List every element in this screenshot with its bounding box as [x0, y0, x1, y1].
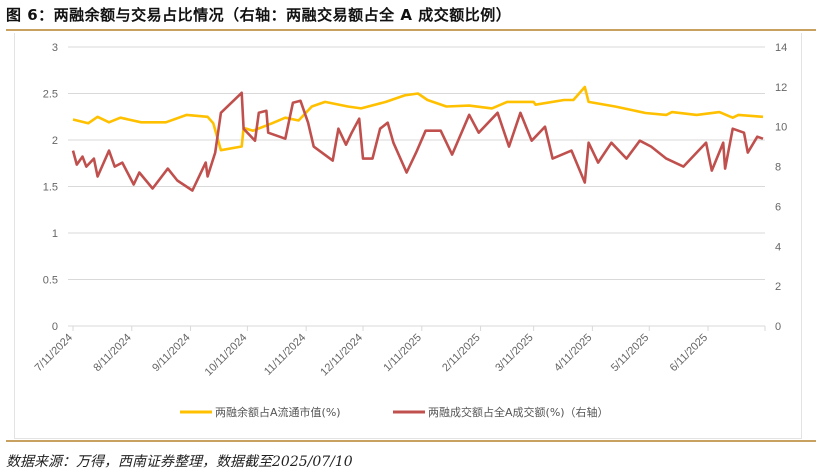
left-axis-tick-label: 0.5 [43, 275, 58, 287]
right-axis-tick-label: 12 [775, 82, 787, 94]
left-axis-tick-label: 0 [52, 321, 58, 333]
x-axis-tick-label: 9/11/2024 [150, 332, 193, 375]
x-axis-tick-label: 12/11/2024 [318, 332, 365, 379]
chart-frame [14, 33, 802, 439]
left-axis-tick-label: 1 [52, 228, 58, 240]
x-axis-tick-label: 7/11/2024 [33, 332, 76, 375]
legend-label: 两融余额占A流通市值(%) [215, 405, 341, 419]
x-axis-tick-label: 4/11/2025 [552, 332, 595, 375]
right-axis-tick-label: 8 [775, 162, 781, 174]
data-source: 数据来源：万得，西南证券整理，数据截至2025/07/10 [6, 454, 353, 470]
x-axis-tick-label: 10/11/2024 [203, 332, 250, 379]
x-axis-tick-label: 5/11/2025 [609, 332, 652, 375]
x-axis-tick-label: 8/11/2024 [91, 332, 134, 375]
figure-title: 图 6：两融余额与交易占比情况（右轴：两融交易额占全 A 成交额比例） [6, 6, 512, 24]
left-axis-tick-label: 3 [52, 42, 58, 54]
right-axis-tick-label: 14 [775, 42, 787, 54]
right-axis-tick-label: 0 [775, 321, 781, 333]
right-axis-tick-label: 10 [775, 122, 787, 134]
series-line-margin-turnover-ratio [71, 91, 764, 192]
x-axis-tick-label: 1/11/2025 [381, 332, 424, 375]
legend-label: 两融成交额占全A成交额(%)（右轴） [428, 405, 609, 419]
right-axis-tick-label: 4 [775, 241, 781, 253]
series-line-margin-balance-ratio [72, 85, 764, 152]
left-axis-tick-label: 2 [52, 135, 58, 147]
x-axis-tick-label: 2/11/2025 [440, 332, 483, 375]
right-axis-tick-label: 6 [775, 201, 781, 213]
title-divider [6, 29, 816, 31]
x-axis-tick-label: 3/11/2025 [493, 332, 536, 375]
footer-divider [6, 440, 816, 442]
x-axis-tick-label: 6/11/2025 [668, 332, 711, 375]
x-axis-tick-label: 11/11/2024 [262, 332, 308, 378]
left-axis-tick-label: 2.5 [43, 89, 58, 101]
right-axis-tick-label: 2 [775, 281, 781, 293]
left-axis-tick-label: 1.5 [43, 182, 58, 194]
